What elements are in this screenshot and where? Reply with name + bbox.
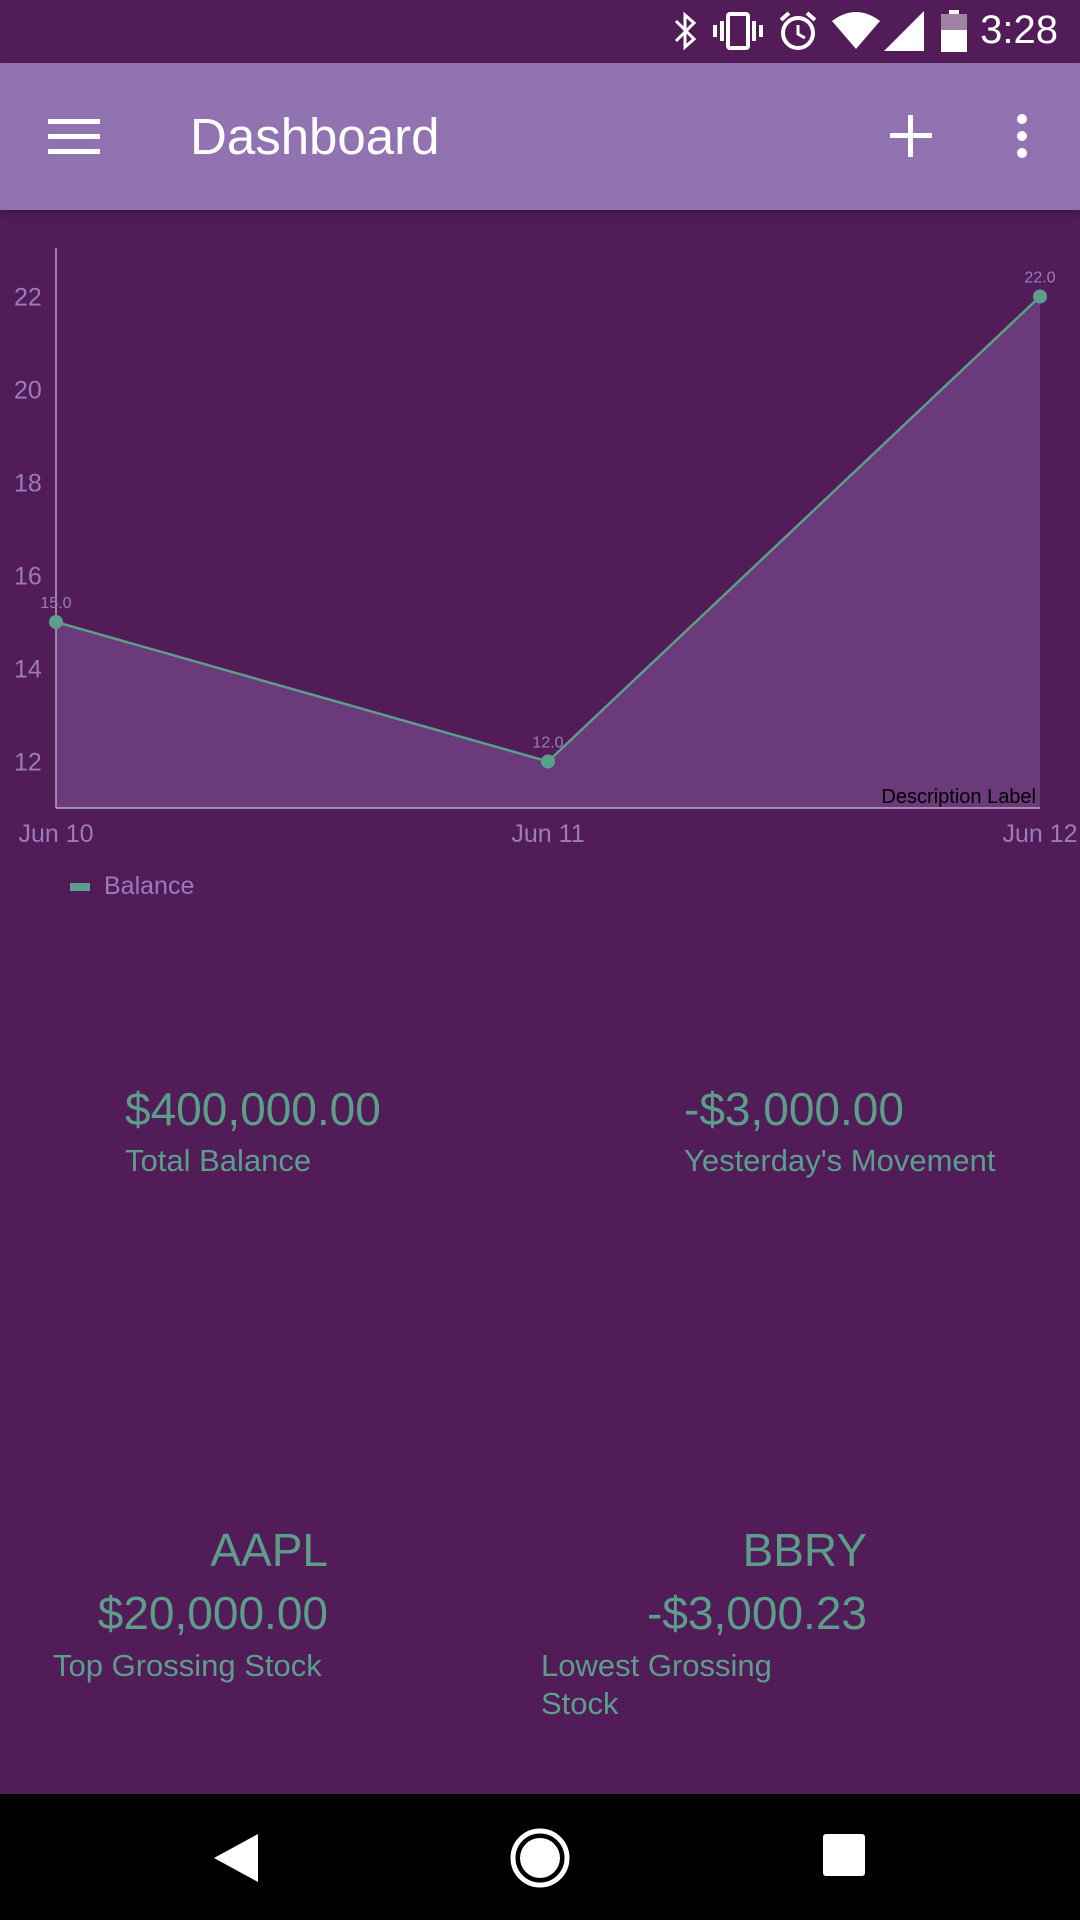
chart-svg: 12 14 16 18 20 22 Jun 10 Jun 11 Jun 12 15.0 12.0 22… xyxy=(14,248,1078,848)
bluetooth-icon xyxy=(674,11,697,51)
data-label: 15.0 xyxy=(40,595,71,612)
page-title: Dashboard xyxy=(190,108,440,165)
status-bar: 3:28 xyxy=(0,0,1080,63)
total-balance-value: $400,000.00 xyxy=(125,1083,381,1135)
lowest-stock-label-line2: Stock xyxy=(541,1686,619,1721)
data-label: 22.0 xyxy=(1024,270,1055,287)
y-tick-label: 14 xyxy=(14,656,42,684)
navigation-bar xyxy=(0,1794,1080,1920)
x-tick-label: Jun 11 xyxy=(511,820,584,848)
y-tick-label: 20 xyxy=(14,377,42,405)
series-area xyxy=(56,296,1040,808)
x-tick-label: Jun 10 xyxy=(18,820,93,848)
data-label: 12.0 xyxy=(532,735,563,752)
alarm-icon xyxy=(779,11,817,50)
vibrate-icon xyxy=(713,12,763,50)
chart-description: Description Label xyxy=(881,786,1036,808)
lowest-stock-label-line1: Lowest Grossing xyxy=(541,1648,772,1683)
wifi-icon xyxy=(832,12,880,49)
total-balance-label: Total Balance xyxy=(125,1143,312,1178)
home-icon[interactable] xyxy=(509,1827,571,1889)
top-stock-label: Top Grossing Stock xyxy=(53,1648,322,1683)
top-stock-ticker: AAPL xyxy=(210,1524,328,1576)
back-icon[interactable] xyxy=(214,1834,258,1882)
status-time: 3:28 xyxy=(980,8,1058,52)
legend-label: Balance xyxy=(104,872,195,900)
battery-icon xyxy=(941,10,967,52)
y-tick-label: 22 xyxy=(14,284,42,312)
overflow-icon[interactable] xyxy=(1014,113,1030,159)
cell-signal-icon xyxy=(884,11,924,51)
menu-icon[interactable] xyxy=(48,117,100,157)
top-stock-value: $20,000.00 xyxy=(97,1587,328,1639)
y-tick-label: 12 xyxy=(14,749,42,777)
recents-icon[interactable] xyxy=(823,1834,865,1876)
y-tick-label: 18 xyxy=(14,470,42,498)
y-tick-label: 16 xyxy=(14,563,42,591)
data-point xyxy=(541,754,555,769)
movement-label: Yesterday's Movement xyxy=(684,1143,996,1178)
app-bar: Dashboard xyxy=(0,63,1080,210)
legend-swatch xyxy=(70,883,90,891)
movement-value: -$3,000.00 xyxy=(684,1083,904,1135)
lowest-stock-ticker: BBRY xyxy=(742,1524,867,1576)
lowest-stock-value: -$3,000.23 xyxy=(647,1587,867,1639)
data-point xyxy=(1033,289,1047,304)
data-point xyxy=(49,615,63,629)
x-tick-label: Jun 12 xyxy=(1002,820,1077,848)
balance-chart: 12 14 16 18 20 22 Jun 10 Jun 11 Jun 12 15.0 12.0 22… xyxy=(0,210,1080,910)
add-icon[interactable] xyxy=(890,115,932,157)
